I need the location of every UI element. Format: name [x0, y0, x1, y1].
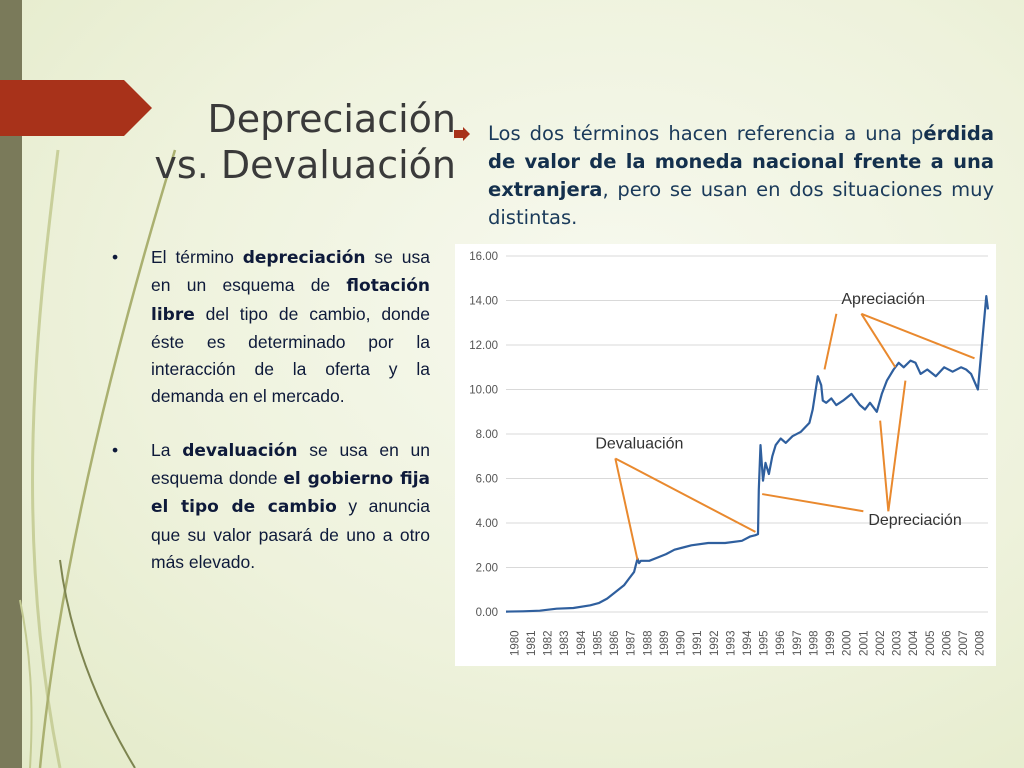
x-tick-label: 1992 — [709, 630, 721, 656]
x-tick-label: 1995 — [759, 630, 771, 656]
y-tick-label: 10.00 — [469, 385, 498, 397]
annotation-pointer — [879, 420, 890, 512]
bullet-item-depreciacion: • El término depreciación se usa en un e… — [112, 244, 430, 411]
y-tick-label: 14.00 — [469, 296, 498, 308]
left-accent-bar — [0, 0, 22, 768]
y-tick-label: 6.00 — [476, 474, 498, 486]
bullet-text: se usa en un esquema donde — [151, 439, 431, 489]
y-tick-label: 12.00 — [469, 340, 498, 352]
intro-bold-text: érdida de valor de la moneda nacional fr… — [488, 122, 994, 201]
annotation-label: Apreciación — [841, 291, 925, 308]
x-tick-label: 1993 — [725, 630, 737, 656]
x-tick-label: 1982 — [543, 630, 555, 656]
bullet-text: La — [151, 439, 183, 460]
y-tick-label: 8.00 — [476, 429, 498, 441]
x-tick-label: 1980 — [509, 630, 521, 656]
annotation-label: Devaluación — [595, 435, 683, 452]
x-tick-label: 1986 — [609, 630, 621, 656]
y-tick-label: 16.00 — [469, 251, 498, 263]
x-tick-label: 1996 — [775, 630, 787, 656]
annotation-pointer — [860, 313, 897, 368]
annotation-pointer — [823, 313, 838, 370]
bullet-text: se usa en un esquema de — [151, 247, 430, 296]
intro-text-end: , pero se usan en dos situaciones muy di… — [488, 178, 994, 229]
x-tick-label: 1983 — [559, 630, 571, 656]
annotation-pointer — [861, 312, 975, 360]
annotation-label: Depreciación — [868, 512, 961, 529]
bullet-item-devaluacion: • La devaluación se usa en un esquema do… — [112, 437, 430, 576]
x-tick-label: 2005 — [925, 630, 937, 656]
x-tick-label: 2000 — [842, 630, 854, 656]
annotation-pointer — [762, 493, 864, 513]
x-tick-label: 1981 — [526, 630, 538, 656]
slide-title: Depreciación vs. Devaluación — [110, 96, 456, 188]
y-tick-label: 4.00 — [476, 518, 498, 530]
y-tick-label: 2.00 — [476, 563, 498, 575]
bullet-term-flotacion: flotación libre — [151, 276, 430, 325]
annotation-pointer — [887, 380, 907, 512]
title-tab-shape — [0, 80, 152, 136]
intro-paragraph: Los dos términos hacen referencia a una … — [488, 120, 994, 232]
x-tick-label: 1984 — [576, 630, 588, 656]
bullet-text: y anuncia que su valor pasará de uno a o… — [151, 496, 430, 572]
x-tick-label: 1999 — [825, 630, 837, 656]
x-tick-label: 2001 — [858, 630, 870, 656]
bullet-list: • El término depreciación se usa en un e… — [112, 244, 430, 602]
arrow-bullet-icon — [454, 127, 470, 141]
annotation-pointer — [614, 458, 639, 560]
intro-text-start: Los dos términos hacen referencia a una … — [488, 122, 924, 145]
x-tick-label: 2002 — [875, 630, 887, 656]
title-line-2: vs. Devaluación — [154, 143, 456, 187]
exchange-rate-chart: 0.00 2.00 4.00 6.00 8.00 10.00 12.00 14.00 16.00… — [455, 244, 996, 666]
x-tick-label: 1985 — [592, 630, 604, 656]
bullet-term-devaluacion: devaluación — [182, 440, 298, 461]
x-tick-label: 1988 — [642, 630, 654, 656]
x-tick-label: 1997 — [792, 630, 804, 656]
x-tick-label: 2006 — [941, 630, 953, 656]
x-tick-label: 1989 — [659, 630, 671, 656]
bullet-text: El término — [151, 247, 243, 267]
title-line-1: Depreciación — [207, 97, 456, 141]
x-tick-label: 2007 — [958, 630, 970, 656]
bullet-dot-icon: • — [112, 247, 119, 267]
x-tick-label: 1991 — [692, 630, 704, 656]
x-tick-label: 1987 — [626, 630, 638, 656]
bullet-term-depreciacion: depreciación — [242, 248, 366, 268]
x-tick-label: 1998 — [808, 630, 820, 656]
x-tick-label: 1990 — [676, 630, 688, 656]
series-line — [505, 294, 990, 613]
x-tick-label: 2004 — [908, 630, 920, 656]
annotation-pointer — [614, 457, 756, 533]
y-tick-label: 0.00 — [476, 607, 498, 619]
x-tick-label: 1994 — [742, 630, 754, 656]
bullet-term-gobierno: el gobierno fija el tipo de cambio — [151, 469, 430, 518]
bullet-dot-icon: • — [112, 439, 119, 460]
x-tick-label: 2003 — [892, 630, 904, 656]
x-tick-label: 2008 — [975, 630, 987, 656]
bullet-text: del tipo de cambio, donde éste es determ… — [151, 303, 430, 407]
chart-canvas: 0.00 2.00 4.00 6.00 8.00 10.00 12.00 14.00 16.00… — [469, 251, 990, 656]
